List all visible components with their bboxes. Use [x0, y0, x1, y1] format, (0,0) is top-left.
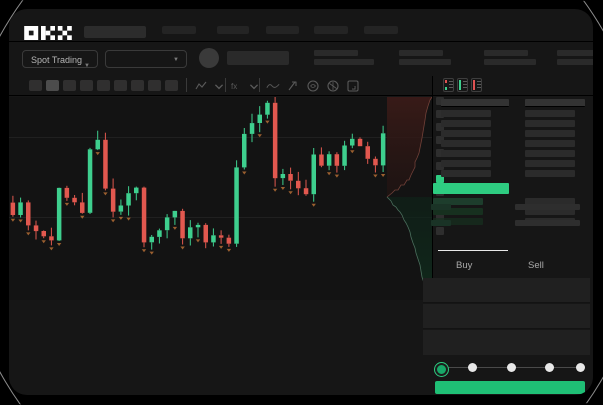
svg-text:fx: fx	[231, 82, 237, 91]
